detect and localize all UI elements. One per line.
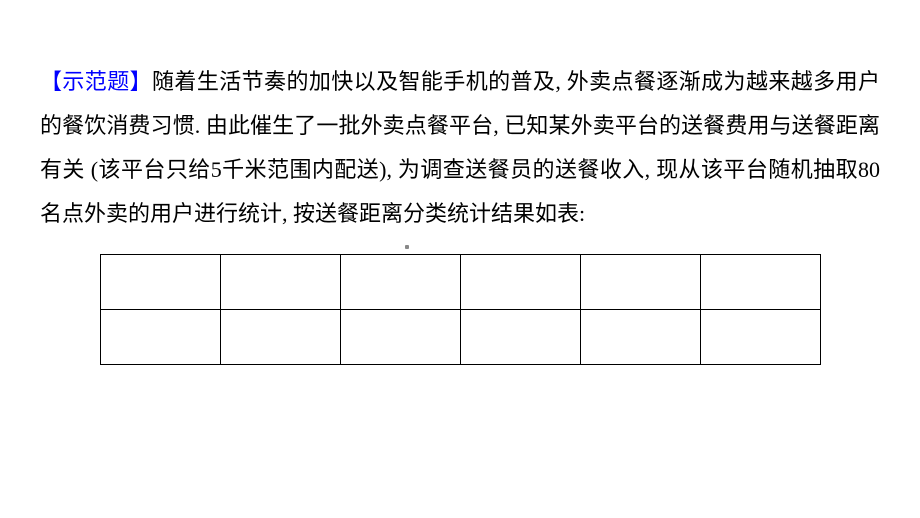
table-cell — [580, 255, 700, 310]
decorative-dot — [405, 245, 409, 249]
table-cell — [700, 310, 820, 365]
table-cell — [700, 255, 820, 310]
table-cell — [580, 310, 700, 365]
problem-text: 随着生活节奏的加快以及智能手机的普及, 外卖点餐逐渐成为越来越多用户的餐饮消费习… — [40, 69, 880, 226]
table-cell — [340, 255, 460, 310]
content-area: 【示范题】随着生活节奏的加快以及智能手机的普及, 外卖点餐逐渐成为越来越多用户的… — [0, 0, 920, 365]
table-cell — [100, 255, 220, 310]
table-container — [40, 254, 880, 365]
table-row — [100, 255, 820, 310]
example-label: 【示范题】 — [40, 69, 152, 94]
table-cell — [100, 310, 220, 365]
problem-paragraph: 【示范题】随着生活节奏的加快以及智能手机的普及, 外卖点餐逐渐成为越来越多用户的… — [40, 60, 880, 236]
data-table — [100, 254, 821, 365]
table-cell — [460, 255, 580, 310]
table-cell — [220, 255, 340, 310]
table-row — [100, 310, 820, 365]
table-cell — [340, 310, 460, 365]
table-cell — [460, 310, 580, 365]
table-cell — [220, 310, 340, 365]
